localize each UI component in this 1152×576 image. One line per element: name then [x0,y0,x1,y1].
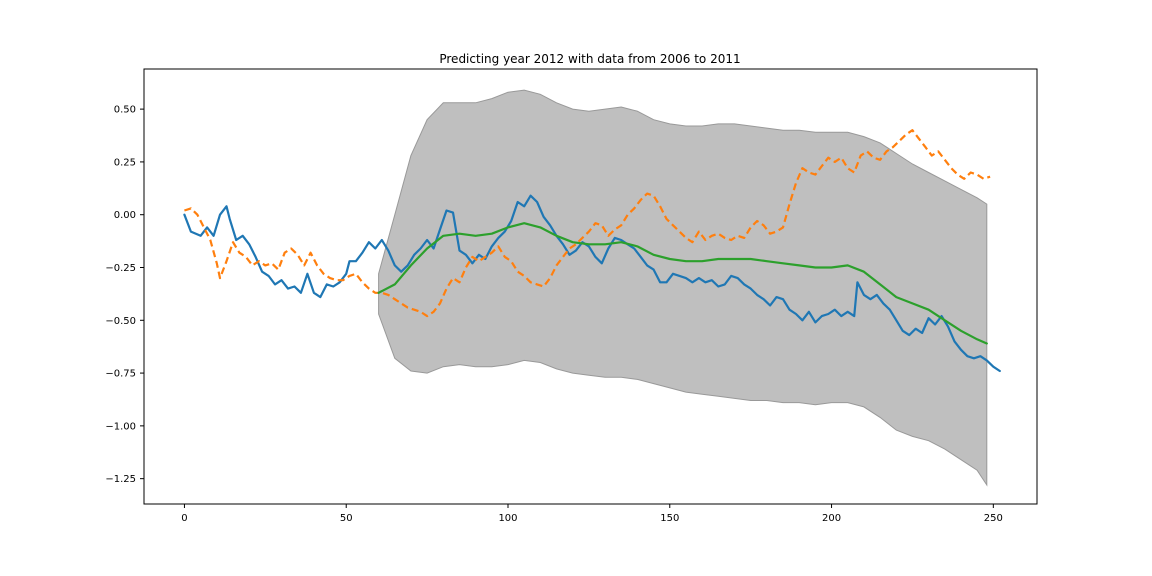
actual-line [183,194,1001,373]
y-tick-label: 0.25 [114,157,136,168]
x-tick-label: 200 [822,513,841,524]
x-tick-label: 150 [660,513,679,524]
chart-title: Predicting year 2012 with data from 2006… [439,52,740,66]
confidence-band [378,89,988,487]
y-tick-label: 0.00 [114,210,136,221]
comparison-line [184,129,991,318]
y-tick-label: −1.00 [105,421,136,432]
plot-frame [143,68,1038,505]
y-tick-label: −1.25 [105,474,136,485]
prediction-line [377,222,988,345]
x-tick-label: 50 [340,513,353,524]
x-tick-label: 250 [984,513,1003,524]
x-tick-label: 100 [498,513,517,524]
x-tick-label: 0 [181,513,187,524]
plot-area: 0 50 100 150 200 250 0.50 0.25 0.00 −0.25 −0.50 −0.… [105,89,1003,524]
y-tick-label: −0.25 [105,263,136,274]
y-tick-label: 0.50 [114,105,136,116]
y-tick-label: −0.50 [105,316,136,327]
y-tick-label: −0.75 [105,369,136,380]
